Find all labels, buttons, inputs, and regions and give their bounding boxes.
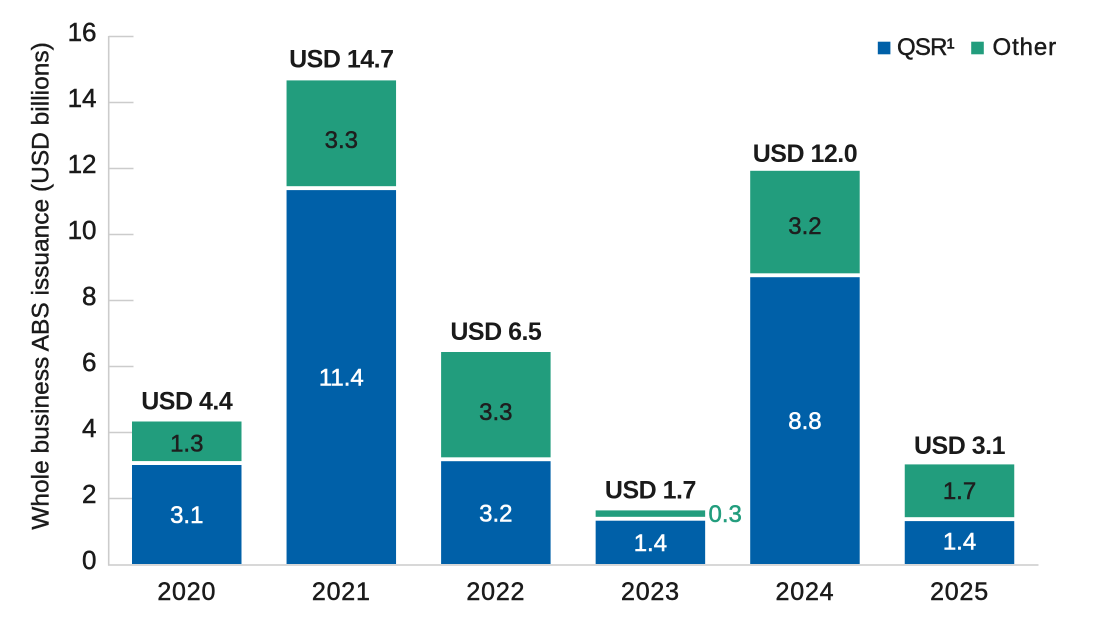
svg-text:1.4: 1.4 [943, 529, 976, 556]
svg-text:3.3: 3.3 [325, 127, 358, 154]
svg-text:3.3: 3.3 [479, 399, 512, 426]
svg-text:USD 4.4: USD 4.4 [141, 388, 233, 416]
svg-text:2: 2 [82, 479, 96, 509]
svg-text:2020: 2020 [157, 578, 216, 606]
svg-text:Other: Other [993, 34, 1058, 61]
svg-text:2021: 2021 [312, 578, 371, 606]
svg-text:2024: 2024 [776, 578, 835, 606]
svg-text:0: 0 [82, 545, 96, 575]
svg-text:3.2: 3.2 [788, 213, 821, 240]
svg-text:2023: 2023 [621, 578, 680, 606]
svg-text:USD 14.7: USD 14.7 [289, 45, 393, 73]
svg-text:16: 16 [68, 17, 97, 47]
svg-text:0.3: 0.3 [709, 501, 742, 528]
svg-text:12: 12 [68, 149, 97, 179]
svg-text:1.4: 1.4 [634, 530, 667, 557]
svg-text:3.2: 3.2 [479, 501, 512, 528]
svg-text:Whole business ABS issuance (U: Whole business ABS issuance (USD billion… [28, 42, 55, 530]
svg-text:USD 3.1: USD 3.1 [914, 432, 1006, 460]
svg-text:8.8: 8.8 [788, 408, 821, 435]
svg-text:6: 6 [82, 347, 96, 377]
svg-text:USD 12.0: USD 12.0 [753, 140, 857, 168]
svg-text:USD 6.5: USD 6.5 [450, 318, 542, 346]
svg-text:USD 1.7: USD 1.7 [605, 477, 696, 505]
svg-text:2025: 2025 [930, 578, 989, 606]
svg-text:4: 4 [82, 413, 96, 443]
svg-text:10: 10 [68, 215, 97, 245]
svg-text:3.1: 3.1 [170, 502, 203, 529]
svg-text:11.4: 11.4 [319, 365, 364, 392]
svg-text:QSR¹: QSR¹ [897, 34, 955, 61]
svg-text:2022: 2022 [466, 578, 525, 606]
svg-text:8: 8 [82, 281, 96, 311]
svg-text:14: 14 [68, 83, 97, 113]
svg-text:1.3: 1.3 [170, 430, 203, 457]
svg-text:1.7: 1.7 [943, 478, 976, 505]
